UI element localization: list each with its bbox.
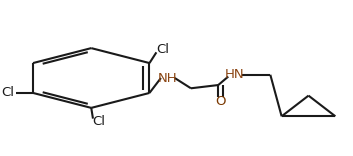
- Text: Cl: Cl: [2, 86, 15, 99]
- Text: Cl: Cl: [156, 43, 169, 56]
- Text: HN: HN: [225, 68, 244, 81]
- Text: O: O: [215, 95, 226, 108]
- Text: Cl: Cl: [93, 115, 106, 128]
- Text: NH: NH: [157, 71, 177, 85]
